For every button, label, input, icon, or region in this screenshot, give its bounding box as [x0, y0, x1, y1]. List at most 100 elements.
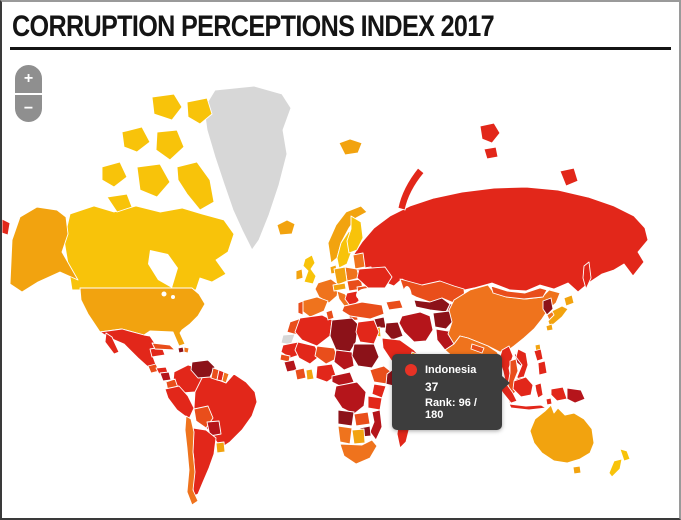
region-mozambique[interactable]: [369, 409, 383, 441]
lake-victoria: [368, 392, 372, 396]
region-ghana[interactable]: [305, 368, 315, 381]
region-drc[interactable]: [333, 381, 367, 415]
region-kenya[interactable]: [371, 383, 387, 399]
region-indonesia-sulawesi[interactable]: [534, 382, 544, 399]
region-svalbard[interactable]: [338, 138, 363, 156]
region-nicaragua[interactable]: [159, 371, 172, 382]
region-uk[interactable]: [302, 254, 317, 285]
region-mali[interactable]: [294, 341, 321, 365]
region-mexico-baja[interactable]: [104, 332, 120, 355]
region-nepal[interactable]: [470, 343, 485, 354]
region-baltics[interactable]: [352, 252, 366, 270]
region-dominican-republic[interactable]: [183, 346, 190, 354]
region-zambia[interactable]: [353, 411, 371, 427]
region-russia[interactable]: [353, 186, 649, 293]
region-russia-new-siberian[interactable]: [559, 167, 579, 187]
zoom-controls: + −: [15, 65, 42, 122]
hudson-bay: [148, 250, 178, 288]
tooltip-arrow: [502, 376, 510, 390]
region-russia-severnaya-zemlya[interactable]: [479, 122, 501, 144]
region-philippines-luzon[interactable]: [533, 348, 544, 362]
region-papua-new-guinea[interactable]: [566, 387, 586, 404]
region-japan-kyushu[interactable]: [545, 323, 554, 332]
tooltip: Indonesia 37 Rank: 96 / 180: [392, 354, 510, 430]
region-namibia[interactable]: [337, 425, 353, 445]
region-indonesia-java[interactable]: [508, 403, 547, 411]
region-chile[interactable]: [184, 415, 199, 506]
region-russia-chukotka-west[interactable]: [2, 218, 11, 236]
region-philippines-mindanao[interactable]: [537, 360, 548, 376]
region-tasmania[interactable]: [572, 465, 582, 475]
region-iceland[interactable]: [276, 219, 296, 236]
tooltip-marker-icon: [405, 364, 417, 376]
region-portugal[interactable]: [297, 300, 304, 316]
region-tanzania[interactable]: [367, 395, 383, 411]
region-canada-baffin[interactable]: [176, 161, 215, 211]
region-canada-island-5[interactable]: [101, 161, 128, 188]
region-mongolia[interactable]: [490, 285, 548, 300]
region-peru[interactable]: [164, 385, 195, 420]
region-iraq[interactable]: [384, 321, 404, 341]
great-lake-1: [161, 291, 167, 297]
region-ukraine[interactable]: [356, 266, 393, 289]
region-angola[interactable]: [337, 409, 355, 427]
region-russia-novaya-zemlya[interactable]: [397, 167, 425, 211]
region-nigeria[interactable]: [315, 363, 337, 383]
region-ireland[interactable]: [295, 268, 304, 281]
region-caucasus[interactable]: [385, 299, 404, 311]
region-greenland[interactable]: [203, 85, 292, 251]
region-spain[interactable]: [301, 296, 329, 318]
region-canada-island-7[interactable]: [106, 193, 133, 213]
region-libya[interactable]: [329, 317, 359, 353]
region-japan-hokkaido[interactable]: [563, 294, 575, 307]
region-indonesia-moluccas[interactable]: [545, 397, 553, 406]
region-new-zealand-south[interactable]: [608, 458, 623, 478]
region-canada-island-3[interactable]: [121, 126, 151, 153]
region-cuba[interactable]: [151, 342, 176, 351]
region-ivory-coast[interactable]: [294, 367, 307, 381]
region-indonesia-papua[interactable]: [550, 386, 568, 402]
tooltip-score: 37: [425, 380, 439, 394]
region-canada-island-4[interactable]: [155, 129, 185, 161]
region-new-zealand-north[interactable]: [619, 448, 631, 462]
region-chad[interactable]: [333, 349, 355, 371]
great-lake-2: [171, 295, 175, 299]
region-canada[interactable]: [63, 205, 235, 291]
caspian-sea: [402, 286, 412, 312]
region-south-africa[interactable]: [339, 439, 378, 465]
region-alaska[interactable]: [9, 206, 79, 293]
region-usa[interactable]: [79, 287, 206, 347]
region-austria-switzerland[interactable]: [332, 282, 347, 292]
zoom-in-button[interactable]: +: [15, 65, 42, 93]
region-sudan[interactable]: [351, 343, 380, 369]
region-canada-island-1[interactable]: [151, 93, 183, 121]
region-venezuela[interactable]: [190, 359, 216, 379]
region-japan-honshu[interactable]: [547, 305, 569, 328]
region-australia[interactable]: [529, 404, 595, 464]
region-algeria[interactable]: [294, 314, 333, 347]
region-turkey[interactable]: [341, 301, 385, 320]
region-botswana[interactable]: [351, 428, 366, 445]
region-north-korea[interactable]: [542, 297, 554, 316]
zoom-out-button[interactable]: −: [15, 95, 42, 122]
header: CORRUPTION PERCEPTIONS INDEX 2017: [2, 2, 679, 50]
region-tunisia[interactable]: [325, 309, 335, 321]
region-canada-island-6[interactable]: [136, 163, 171, 198]
region-french-guiana[interactable]: [221, 371, 230, 384]
region-uruguay[interactable]: [215, 441, 226, 454]
region-canada-island-2[interactable]: [186, 97, 213, 125]
region-iran[interactable]: [398, 311, 434, 343]
region-niger[interactable]: [314, 345, 339, 365]
region-russia-sakhalin[interactable]: [582, 261, 592, 290]
region-norway[interactable]: [327, 205, 368, 264]
region-indonesia-borneo[interactable]: [512, 376, 534, 398]
region-afghanistan[interactable]: [432, 310, 455, 330]
region-argentina[interactable]: [191, 427, 217, 497]
region-egypt[interactable]: [355, 319, 380, 345]
page-title: CORRUPTION PERCEPTIONS INDEX 2017: [12, 10, 495, 43]
region-finland[interactable]: [346, 215, 364, 254]
region-paraguay[interactable]: [206, 420, 222, 437]
region-russia-arctic-isles[interactable]: [483, 146, 499, 160]
region-haiti[interactable]: [177, 346, 185, 354]
